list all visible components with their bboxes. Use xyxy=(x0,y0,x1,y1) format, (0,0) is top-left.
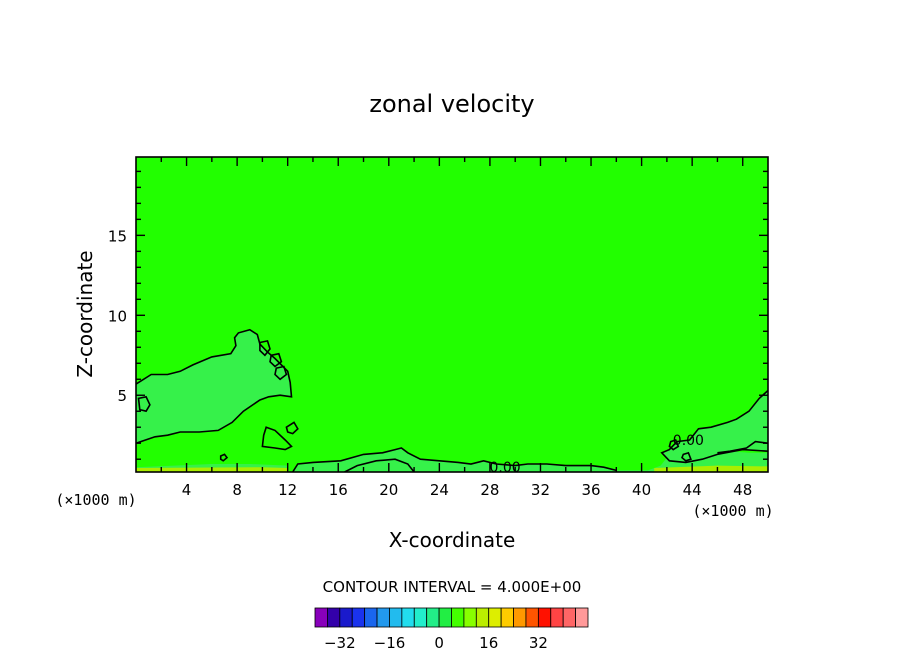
plot-frame xyxy=(135,156,769,473)
contour-right-eddy-2 xyxy=(681,451,692,462)
contour-left-mid-eddy-2 xyxy=(285,421,299,435)
colorbar-swatch xyxy=(364,607,378,628)
y-tick-label: 10 xyxy=(108,307,127,325)
plot-area: 0.00 0.00 xyxy=(135,156,769,476)
colorbar-swatch xyxy=(413,607,428,628)
x-axis-label: X-coordinate xyxy=(389,528,516,552)
colorbar-swatch xyxy=(351,607,366,628)
y-axis-label: Z-coordinate xyxy=(73,250,97,377)
colorbar-swatch xyxy=(314,607,328,628)
colorbar-swatch xyxy=(389,607,403,628)
x-tick-label: 36 xyxy=(581,481,600,499)
contour-label-1: 0.00 xyxy=(673,433,704,449)
x-tick-label: 24 xyxy=(430,481,449,499)
colorbar-swatch xyxy=(562,607,576,628)
colorbar-swatch xyxy=(537,607,552,628)
contour-oval-3 xyxy=(274,365,288,381)
colorbar-tick-label: 16 xyxy=(479,634,498,652)
colorbar-swatch xyxy=(339,607,353,628)
contour-left-mid-eddy xyxy=(261,426,293,451)
colorbar-swatch xyxy=(327,607,341,628)
colorbar-swatch xyxy=(525,607,539,628)
y-tick-label: 5 xyxy=(117,387,127,405)
y-axis: 5 10 15 xyxy=(108,170,768,460)
contour-left-eddy xyxy=(137,395,151,413)
colorbar: −32 −16 0 16 32 xyxy=(314,607,589,652)
x-tick-label: 40 xyxy=(632,481,651,499)
contour-oval-2 xyxy=(269,352,283,368)
x-tick-label: 4 xyxy=(182,481,192,499)
colorbar-swatch xyxy=(376,607,390,628)
x-tick-label: 32 xyxy=(531,481,550,499)
contour-small-dot xyxy=(219,453,229,462)
contour-right-eddy xyxy=(668,439,680,451)
colorbar-swatch xyxy=(401,607,415,628)
x-tick-label: 16 xyxy=(329,481,348,499)
colorbar-swatch xyxy=(488,607,502,628)
x-tick-label: 12 xyxy=(278,481,297,499)
region-bottom-band xyxy=(292,448,768,472)
y-tick-label: 15 xyxy=(108,227,127,245)
colorbar-swatch xyxy=(451,607,465,628)
contour-left-upper xyxy=(136,328,293,444)
colorbar-swatch xyxy=(426,607,440,628)
contour-oval-1 xyxy=(259,339,271,357)
colorbar-tick-label: −16 xyxy=(374,634,406,652)
contour-label-0: 0.00 xyxy=(490,460,521,476)
region-left-low-velocity-band xyxy=(136,329,292,444)
x-axis: 4 8 12 16 20 24 28 32 36 40 44 48 xyxy=(160,157,752,499)
x-unit-left: (×1000 m) xyxy=(55,491,136,509)
colorbar-tick-label: 0 xyxy=(434,634,444,652)
contour-interval-text: CONTOUR INTERVAL = 4.000E+00 xyxy=(323,578,582,596)
contour-bottom xyxy=(292,447,617,472)
colorbar-swatch xyxy=(500,607,514,628)
colorbar-swatch xyxy=(550,607,564,628)
plot-background xyxy=(136,157,768,472)
colorbar-swatch xyxy=(475,607,490,628)
colorbar-tick-label: −32 xyxy=(324,634,356,652)
contour-right-inner xyxy=(717,440,768,454)
x-tick-label: 48 xyxy=(733,481,752,499)
colorbar-swatch xyxy=(463,607,477,628)
x-tick-label: 44 xyxy=(683,481,702,499)
colorbar-tick-label: 32 xyxy=(529,634,548,652)
region-surface-strip-right xyxy=(654,465,768,472)
chart-title: zonal velocity xyxy=(369,90,534,118)
colorbar-swatch xyxy=(513,607,527,628)
colorbar-swatch xyxy=(575,607,589,628)
x-tick-label: 8 xyxy=(232,481,242,499)
x-tick-label: 28 xyxy=(480,481,499,499)
x-tick-label: 20 xyxy=(379,481,398,499)
colorbar-swatch xyxy=(438,607,452,628)
x-unit-right: (×1000 m) xyxy=(692,502,773,520)
contour-bottom-inner xyxy=(344,458,415,472)
